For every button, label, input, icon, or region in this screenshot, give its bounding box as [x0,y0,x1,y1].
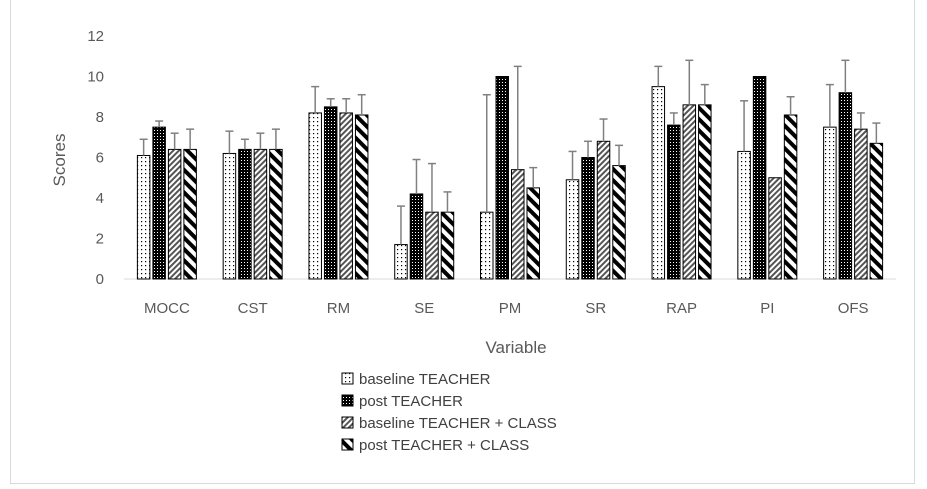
legend-swatch [341,372,354,385]
bar [323,106,338,280]
y-tick-label: 12 [87,28,104,45]
legend-label: baseline TEACHER [359,371,491,388]
x-tick-label: OFS [838,300,869,317]
bar [440,211,455,280]
bar [480,211,494,280]
legend-label: post TEACHER + CLASS [359,437,529,454]
bar [136,154,151,280]
y-tick-label: 6 [96,150,104,167]
bar [222,152,237,280]
x-tick-label: PI [760,300,774,317]
bar [526,187,540,280]
bar [495,76,509,280]
bar [823,126,837,280]
bar [238,148,252,280]
bar [737,150,751,280]
y-tick-label: 4 [96,190,104,207]
bar [183,148,197,280]
x-tick-label: PM [499,300,522,317]
x-axis-title: Variable [485,338,546,357]
bar [612,165,626,280]
x-tick-label: SR [585,300,606,317]
legend-swatch [341,416,354,429]
bar [511,169,525,280]
bar [854,128,868,280]
error-bars-group [139,59,881,245]
x-tick-label: RM [327,300,350,317]
bar [354,114,369,280]
x-axis: MOCC CST RM SE PM SR RAP PI OFS [124,278,896,317]
y-axis-title: Scores [50,134,69,187]
bar [425,211,439,280]
bar [838,92,853,280]
legend-swatch [341,394,354,407]
y-tick-label: 0 [96,271,104,288]
bar [783,114,798,280]
y-tick-label: 8 [96,109,104,126]
bar [596,140,611,280]
bars-group [136,76,884,280]
bar [409,193,424,280]
bar [682,104,697,280]
x-tick-label: CST [238,300,268,317]
bar [752,76,767,280]
x-tick-label: MOCC [144,300,190,317]
bar [667,124,681,280]
legend-swatch [341,438,354,451]
bar [869,142,884,280]
bar [152,126,166,280]
bar [339,112,353,280]
legend: baseline TEACHER post TEACHER baseline TEA… [341,371,557,454]
bar [167,148,182,280]
bar [565,179,580,280]
x-tick-label: RAP [666,300,697,317]
legend-label: baseline TEACHER + CLASS [359,415,557,432]
bar [253,148,268,280]
bar [768,177,782,280]
bar [269,148,283,280]
y-axis: 0 2 4 6 8 10 12 [87,28,104,288]
y-tick-label: 2 [96,231,104,248]
bar [394,244,408,280]
bar [698,104,712,280]
bar [651,86,666,280]
bar [308,112,322,280]
bar [581,157,595,280]
y-tick-label: 10 [87,69,104,86]
x-tick-label: SE [414,300,434,317]
legend-label: post TEACHER [359,393,463,410]
